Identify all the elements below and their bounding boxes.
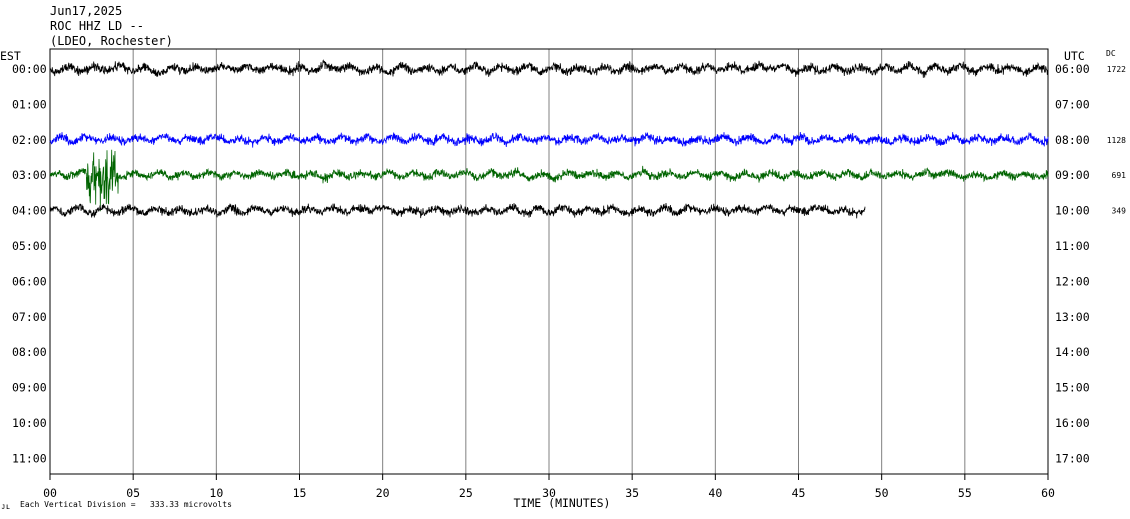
x-tick-label-60: 60 <box>1041 486 1055 500</box>
row-labels: 00:00 06:00 01:00 07:00 02:00 08:00 03:00 09:00… <box>12 62 1126 465</box>
x-tick-label-30: 30 <box>542 486 556 500</box>
x-tick-label-05: 05 <box>126 486 140 500</box>
plot-grid <box>132 49 966 474</box>
header-network: (LDEO, Rochester) <box>50 34 173 48</box>
header-station: ROC HHZ LD -- <box>50 19 144 33</box>
dc-value-row-4: 349 <box>1112 207 1127 216</box>
x-tick-label-55: 55 <box>958 486 972 500</box>
footer-division-value: 333.33 microvolts <box>150 500 232 509</box>
row-label-utc-10: 16:00 <box>1055 416 1090 430</box>
row-label-utc-11: 17:00 <box>1055 451 1090 465</box>
x-axis-label: TIME (MINUTES) <box>514 496 611 510</box>
x-tick-label-25: 25 <box>459 486 473 500</box>
x-tick-label-15: 15 <box>293 486 307 500</box>
row-label-utc-2: 08:00 <box>1055 133 1090 147</box>
row-label-est-4: 04:00 <box>12 204 47 218</box>
dc-value-row-0: 1722 <box>1107 65 1126 74</box>
row-label-est-9: 09:00 <box>12 381 47 395</box>
dc-title: DC <box>1106 49 1116 58</box>
row-label-est-11: 11:00 <box>12 451 47 465</box>
row-label-est-8: 08:00 <box>12 345 47 359</box>
row-label-est-6: 06:00 <box>12 274 47 288</box>
trace-row-0 <box>49 59 1049 78</box>
dc-value-row-2: 1128 <box>1107 136 1126 145</box>
row-label-est-2: 02:00 <box>12 133 47 147</box>
right-axis-title: UTC <box>1064 49 1085 63</box>
row-label-utc-6: 12:00 <box>1055 274 1090 288</box>
footer-division-note: Each Vertical Division = <box>20 500 136 509</box>
footer-mark: ᴊʟ <box>1 502 11 511</box>
x-tick-label-50: 50 <box>875 486 889 500</box>
trace-row-4 <box>49 202 866 219</box>
row-label-utc-4: 10:00 <box>1055 204 1090 218</box>
row-label-utc-3: 09:00 <box>1055 168 1090 182</box>
row-label-utc-7: 13:00 <box>1055 310 1090 324</box>
row-label-est-1: 01:00 <box>12 97 47 111</box>
row-label-est-0: 00:00 <box>12 62 47 76</box>
trace-row-2 <box>49 131 1049 148</box>
row-label-est-5: 05:00 <box>12 239 47 253</box>
seismic-traces <box>49 59 1049 219</box>
row-label-est-3: 03:00 <box>12 168 47 182</box>
row-label-utc-9: 15:00 <box>1055 381 1090 395</box>
row-label-utc-0: 06:00 <box>1055 62 1090 76</box>
x-tick-label-20: 20 <box>376 486 390 500</box>
row-label-est-7: 07:00 <box>12 310 47 324</box>
x-tick-label-40: 40 <box>708 486 722 500</box>
header-date: Jun17,2025 <box>50 4 122 18</box>
x-tick-label-00: 00 <box>43 486 57 500</box>
trace-row-3 <box>49 149 1049 212</box>
x-tick-label-45: 45 <box>792 486 806 500</box>
row-label-est-10: 10:00 <box>12 416 47 430</box>
row-label-utc-5: 11:00 <box>1055 239 1090 253</box>
x-axis-ticks: 00 05 10 15 20 25 30 35 40 45 50 55 60 <box>43 474 1055 500</box>
x-tick-label-35: 35 <box>625 486 639 500</box>
dc-value-row-3: 691 <box>1112 171 1127 180</box>
row-label-utc-8: 14:00 <box>1055 345 1090 359</box>
x-tick-label-10: 10 <box>209 486 223 500</box>
left-axis-title: EST <box>0 49 21 63</box>
row-label-utc-1: 07:00 <box>1055 97 1090 111</box>
